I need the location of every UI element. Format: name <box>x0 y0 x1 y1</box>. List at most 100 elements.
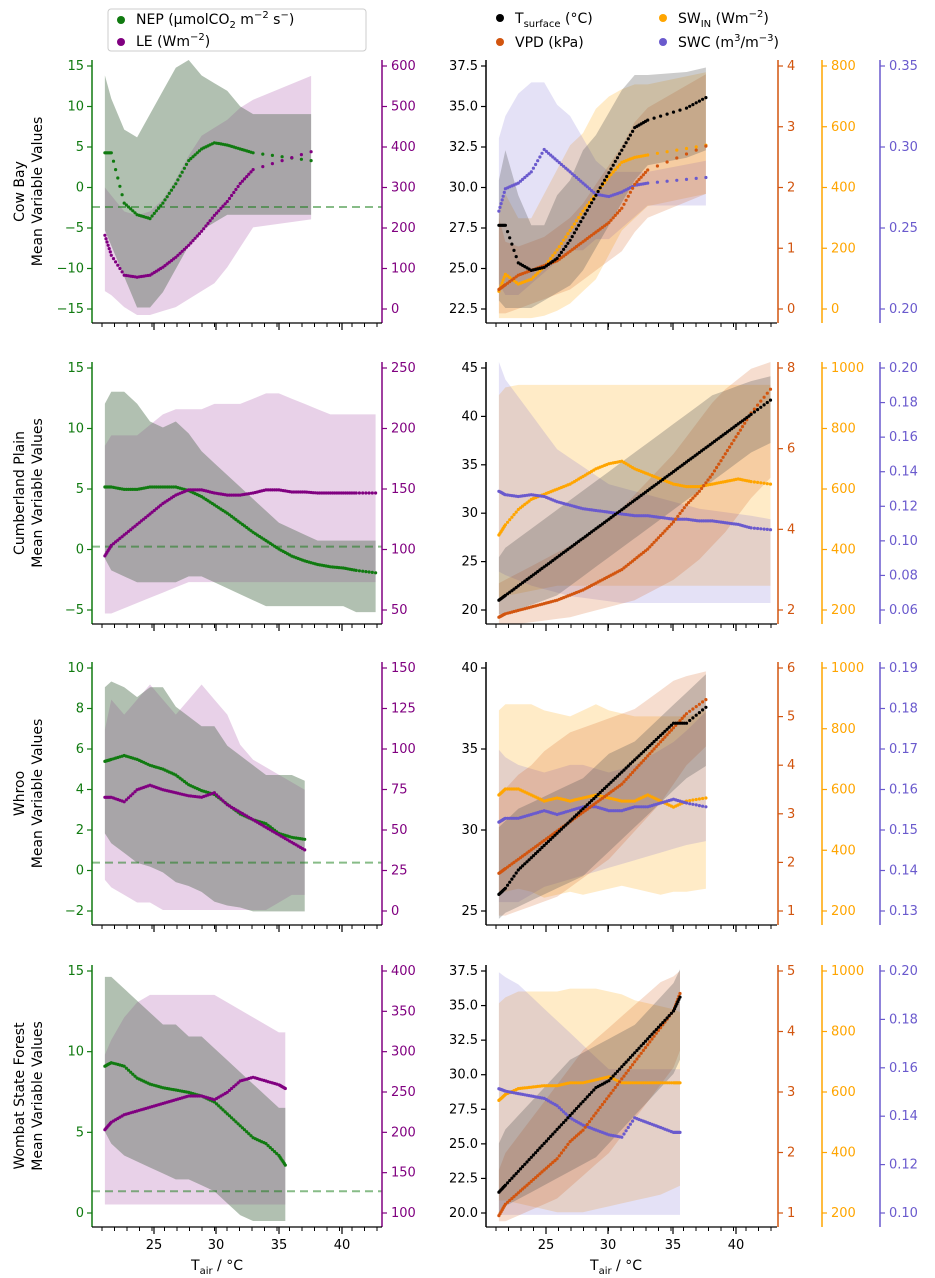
tsurf-point <box>557 1125 561 1129</box>
nep-axis-tick-label: −15 <box>57 302 84 317</box>
vpd-point <box>671 726 676 730</box>
sw-point <box>542 1084 546 1088</box>
swc-point <box>555 1104 559 1108</box>
nep-point <box>126 487 131 491</box>
t-axis-tick-label: 25 <box>461 555 478 570</box>
vpd-point <box>620 1077 624 1081</box>
swc-point <box>618 809 622 813</box>
sw-point <box>508 275 512 280</box>
nep-point <box>195 151 199 155</box>
sw-point <box>655 151 660 155</box>
nep-axis-tick-label: 15 <box>67 964 84 979</box>
tsurf-point <box>626 137 630 141</box>
nep-point <box>242 524 247 528</box>
le-axis-tick-label: 300 <box>391 181 416 196</box>
tsurf-point <box>600 522 605 526</box>
vpd-axis-tick-label: 4 <box>787 522 795 537</box>
nep-point <box>299 157 303 161</box>
le-point <box>217 795 221 799</box>
tsurf-point <box>611 1074 615 1078</box>
le-point <box>240 179 244 183</box>
le-point <box>154 507 158 511</box>
t-axis-tick-label: 25.0 <box>449 262 478 277</box>
tsurf-point <box>587 1093 592 1097</box>
nep-point <box>150 485 154 489</box>
nep-point <box>268 1146 272 1150</box>
swc-band <box>498 362 771 603</box>
swc-point <box>697 519 702 523</box>
sw-axis-tick-label: 0 <box>831 302 839 317</box>
sw-axis-tick-label: 600 <box>831 1085 856 1100</box>
le-point <box>242 177 247 181</box>
tsurf-point <box>568 819 572 823</box>
swc-point <box>536 159 540 163</box>
swc-point <box>498 205 502 209</box>
tsurf-point <box>620 1065 624 1069</box>
vpd-point <box>607 1094 611 1098</box>
vpd-point <box>684 152 689 156</box>
vpd-point <box>534 1176 538 1180</box>
swc-point <box>555 159 559 163</box>
vpd-point <box>684 503 689 507</box>
nep-axis-tick-label: 10 <box>67 661 84 676</box>
nep-axis-tick-label: 6 <box>76 742 84 757</box>
vpd-point <box>723 452 727 456</box>
vpd-point <box>618 1080 622 1084</box>
sw-point <box>546 259 551 263</box>
swc-point <box>500 198 504 202</box>
nep-point <box>275 1152 279 1156</box>
vpd-point <box>689 498 693 502</box>
vpd-point <box>628 561 633 565</box>
legend-le-marker <box>117 38 125 46</box>
le-point <box>341 491 345 495</box>
le-band <box>104 75 312 316</box>
tsurf-point <box>592 197 596 201</box>
vpd-point <box>508 863 512 868</box>
nep-point <box>157 206 161 210</box>
tsurf-point <box>659 479 663 483</box>
t-axis-tick-label: 20 <box>461 603 478 618</box>
sw-point <box>553 251 557 255</box>
sw-point <box>701 796 705 801</box>
vpd-point <box>702 484 706 488</box>
swc-point <box>684 801 689 805</box>
tsurf-point <box>765 400 769 405</box>
swc-point <box>620 1135 624 1139</box>
le-axis-tick-label: 75 <box>391 783 408 798</box>
vpd-point <box>600 225 605 229</box>
le-point <box>361 491 365 495</box>
sw-point <box>534 273 538 277</box>
sw-point <box>527 499 531 503</box>
vpd-axis-tick-label: 1 <box>787 1206 795 1221</box>
sw-point <box>512 787 516 791</box>
tsurf-point <box>581 807 585 811</box>
overlap-band <box>104 60 312 308</box>
tsurf-point <box>665 1016 669 1020</box>
vpd-point <box>531 846 536 850</box>
vpd-point <box>529 1179 533 1183</box>
tsurf-point <box>512 248 516 252</box>
tsurf-point <box>609 167 613 171</box>
sw-point <box>667 1081 671 1085</box>
nep-point <box>129 207 133 211</box>
tsurf-point <box>654 737 658 742</box>
tsurf-point <box>503 1183 507 1187</box>
sw-point <box>652 1081 656 1085</box>
le-point <box>191 239 195 243</box>
tsurf-point <box>694 713 698 717</box>
legend-nep-label: NEP (μmolCO2 m−2 s−) <box>136 10 294 31</box>
vpd-point <box>674 723 678 728</box>
vpd-point <box>633 182 637 186</box>
nep-point <box>187 159 191 163</box>
nep-point <box>225 511 229 515</box>
tsurf-point <box>508 1178 512 1183</box>
sw-point <box>502 275 506 279</box>
nep-point <box>180 778 184 782</box>
swc-point <box>704 175 708 180</box>
vpd-axis-tick-label: 6 <box>787 442 795 457</box>
nep-axis-tick-label: 15 <box>67 59 84 74</box>
tsurf-band <box>498 67 706 308</box>
swc-axis-tick-label: 0.30 <box>889 140 918 155</box>
